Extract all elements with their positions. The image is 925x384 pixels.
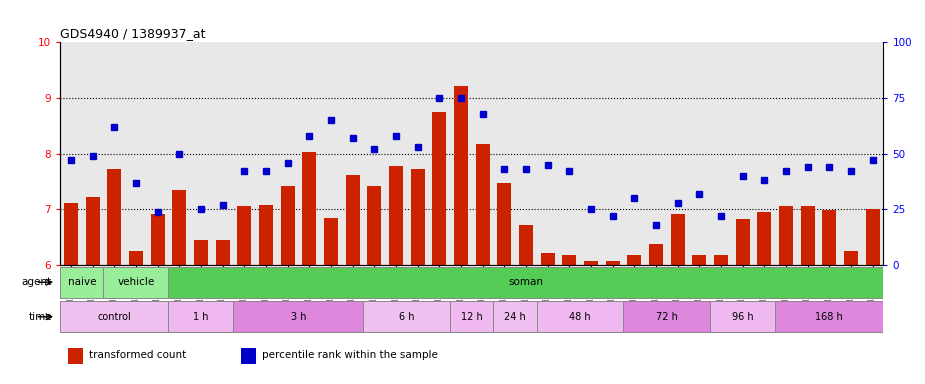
Text: percentile rank within the sample: percentile rank within the sample xyxy=(262,350,438,360)
Bar xyxy=(866,209,880,265)
Bar xyxy=(493,301,536,332)
Bar xyxy=(800,207,815,265)
Text: 12 h: 12 h xyxy=(461,312,483,322)
Text: 3 h: 3 h xyxy=(290,312,306,322)
Bar xyxy=(692,255,707,265)
Bar xyxy=(775,301,883,332)
Text: 1 h: 1 h xyxy=(193,312,209,322)
Bar xyxy=(233,301,364,332)
Bar xyxy=(648,244,663,265)
Text: 6 h: 6 h xyxy=(399,312,414,322)
Bar xyxy=(107,169,121,265)
Bar xyxy=(779,207,793,265)
Text: vehicle: vehicle xyxy=(117,277,154,287)
Bar xyxy=(168,301,233,332)
Bar xyxy=(536,301,623,332)
Bar xyxy=(454,86,468,265)
Bar xyxy=(432,112,446,265)
Text: 24 h: 24 h xyxy=(504,312,526,322)
Bar xyxy=(584,260,598,265)
Text: naive: naive xyxy=(68,277,96,287)
Bar xyxy=(168,267,883,298)
Bar xyxy=(450,301,493,332)
Bar xyxy=(714,255,728,265)
Bar xyxy=(519,225,533,265)
Bar xyxy=(216,240,229,265)
Bar xyxy=(64,203,78,265)
Text: 96 h: 96 h xyxy=(732,312,753,322)
Bar xyxy=(758,212,771,265)
Bar xyxy=(710,301,775,332)
Bar xyxy=(172,190,186,265)
Bar xyxy=(388,166,403,265)
Bar xyxy=(671,214,684,265)
Bar xyxy=(627,255,641,265)
Text: 72 h: 72 h xyxy=(656,312,678,322)
Bar xyxy=(60,267,104,298)
Text: time: time xyxy=(29,312,52,322)
Bar xyxy=(68,348,83,364)
Bar xyxy=(822,210,836,265)
Text: agent: agent xyxy=(22,277,52,287)
Bar xyxy=(302,152,316,265)
Bar xyxy=(606,260,620,265)
Bar xyxy=(364,301,450,332)
Text: soman: soman xyxy=(509,277,543,287)
Bar xyxy=(259,205,273,265)
Bar xyxy=(475,144,489,265)
Bar xyxy=(280,186,295,265)
Bar xyxy=(194,240,208,265)
Text: 48 h: 48 h xyxy=(569,312,591,322)
Bar xyxy=(367,186,381,265)
Bar xyxy=(324,218,338,265)
Bar xyxy=(104,267,168,298)
Bar xyxy=(241,348,256,364)
Bar xyxy=(237,207,252,265)
Bar xyxy=(498,182,512,265)
Bar xyxy=(735,219,749,265)
Bar xyxy=(129,251,143,265)
Text: control: control xyxy=(97,312,131,322)
Bar xyxy=(60,301,168,332)
Bar xyxy=(411,169,425,265)
Bar xyxy=(346,175,360,265)
Bar xyxy=(151,214,165,265)
Bar xyxy=(844,251,857,265)
Text: 168 h: 168 h xyxy=(815,312,843,322)
Bar xyxy=(540,253,555,265)
Bar xyxy=(562,255,576,265)
Text: transformed count: transformed count xyxy=(89,350,186,360)
Text: GDS4940 / 1389937_at: GDS4940 / 1389937_at xyxy=(60,26,205,40)
Bar xyxy=(86,197,100,265)
Bar xyxy=(623,301,710,332)
